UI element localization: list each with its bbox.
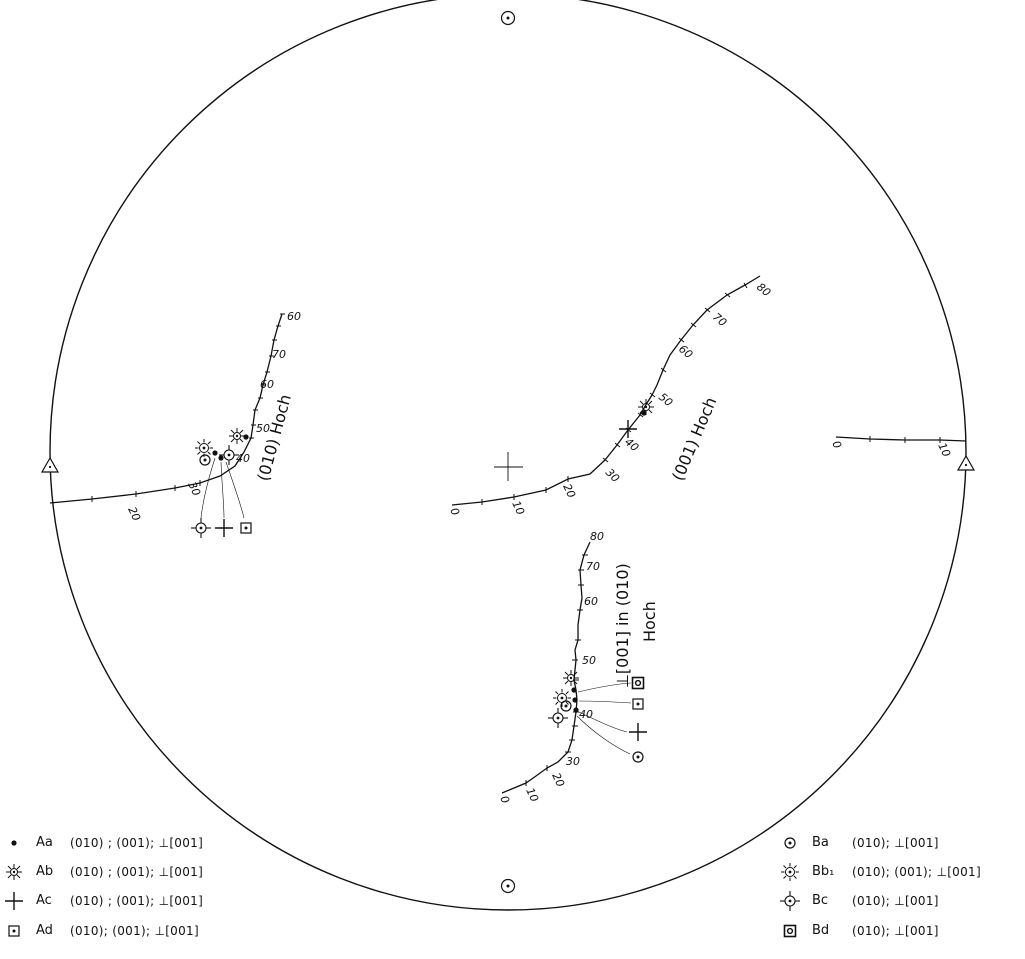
ac-point [628,722,648,742]
bb1-point [552,688,572,708]
center-cross [494,452,523,481]
tick-label: 0 [447,506,462,518]
legend-code: Bc [812,893,829,908]
ba-point [199,454,211,466]
sun-icon [780,862,800,882]
legend-code: Ad [36,923,53,938]
tick-label: 80 [590,530,604,543]
tick-label: 70 [710,310,729,329]
ad-point [240,522,252,534]
bd-point [631,676,645,690]
aa-point [641,410,647,416]
curve-right: 0 10 [829,436,967,459]
legend-code: Ab [36,864,54,879]
tick-label: 50 [582,654,596,667]
ba-point [632,751,644,763]
tick-label: 60 [584,595,598,608]
bottom-pole-marker [500,878,516,894]
bb1-point [194,438,214,458]
tick-label: 50 [656,390,675,409]
aa-point [243,434,249,440]
legend-code: Ac [36,893,52,908]
tick-label: 20 [549,771,567,789]
curve-001: 0 10 20 30 40 50 60 70 80 (001) Hoch [447,275,773,518]
crossed-circle-icon [780,891,800,911]
tick-label: 20 [560,482,578,500]
tick-label: 50 [256,422,270,435]
aa-point [571,687,577,693]
curve-perp-001: 0 10 20 30 40 50 60 70 80 ⊥[001] in (010… [497,530,659,806]
cross-icon [4,891,24,911]
star-icon [5,863,23,881]
tick-label: 70 [272,348,286,361]
left-triangle-marker [40,456,60,473]
tick-label: 40 [579,708,593,721]
tick-label: 0 [829,439,844,451]
tick-label: 30 [566,755,580,768]
ad-point [632,698,644,710]
tick-label: 10 [935,441,953,459]
tick-label: 10 [523,786,541,804]
tick-label: 40 [236,452,250,465]
ac-point [214,518,234,538]
tick-label: 20 [125,505,143,523]
tick-label: 30 [185,480,203,498]
bc-point [190,517,212,539]
legend-code: Bb₁ [812,864,835,879]
aa-point [212,450,218,456]
legend-desc: (010) ; (001); ⊥[001] [70,894,204,908]
legend-right: Ba (010); ⊥[001] Bb₁ (010); (001); ⊥[001… [780,833,1025,953]
legend-desc: (010) ; (001); ⊥[001] [70,836,204,850]
tick-label: 0 [497,794,512,806]
legend-desc: (010) ; (001); ⊥[001] [70,865,204,879]
curve-label-010: (010) Hoch [254,392,295,483]
top-pole-marker [500,10,516,26]
tick-label: 10 [509,499,527,517]
aa-point [572,697,578,703]
tick-label: 80 [754,280,773,299]
tick-label: 70 [586,560,600,573]
primitive-circle [49,0,967,911]
legend-desc: (010); ⊥[001] [852,894,939,908]
dot-icon [11,840,17,846]
legend-desc: (010); ⊥[001] [852,836,939,850]
tick-label: 60 [287,310,301,323]
legend-left: Aa (010) ; (001); ⊥[001] Ab (010) ; (001… [4,833,264,953]
tick-label: 30 [603,466,622,485]
dotted-square-icon [8,925,20,937]
legend-code: Aa [36,835,53,850]
aa-point [573,707,579,713]
legend-desc: (010); ⊥[001] [852,924,939,938]
legend-desc: (010); (001); ⊥[001] [70,924,199,938]
right-triangle-marker [956,454,976,471]
curve-010: 20 30 40 50 60 70 60 (010) Hoch [49,310,301,539]
tick-label: 60 [260,378,274,391]
curve-label-perp-line2: Hoch [640,601,659,642]
curve-label-001: (001) Hoch [668,394,720,483]
legend-desc: (010); (001); ⊥[001] [852,865,981,879]
curve-label-perp-line1: ⊥[001] in (010) [613,563,632,688]
dotted-circle-icon [784,837,796,849]
legend-code: Ba [812,835,829,850]
aa-point [218,455,224,461]
ab-point [228,427,246,445]
tick-label: 40 [622,435,641,454]
tick-label: 60 [676,342,695,361]
legend-code: Bd [812,923,830,938]
double-square-icon [783,924,797,938]
ab-point [562,669,580,687]
